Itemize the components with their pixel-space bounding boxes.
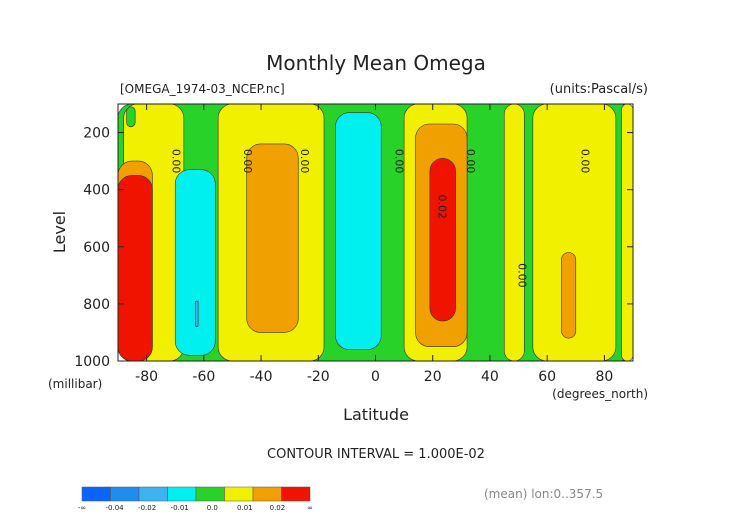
- contour-label: 0.00: [516, 263, 529, 288]
- y-tick-label: 600: [83, 240, 110, 256]
- contour-region-orange: [246, 143, 299, 333]
- colorbar-tick-label: -0.04: [106, 504, 125, 512]
- x-axis-label: Latitude: [343, 405, 409, 424]
- x-tick-label: 40: [481, 369, 499, 385]
- colorbar-tick-label: -0.02: [138, 504, 156, 512]
- contour-region-cyan: [335, 112, 382, 350]
- colorbar-tick-label: 0.0: [207, 504, 218, 512]
- x-tick-label: -80: [135, 369, 158, 385]
- file-label: [OMEGA_1974-03_NCEP.nc]: [120, 82, 285, 96]
- colorbar-tick-label: 0.02: [270, 504, 286, 512]
- x-tick-label: 80: [595, 369, 613, 385]
- colorbar-swatch: [138, 486, 168, 502]
- x-axis-ticks: -80 -60 -40 -20 0 20 40 60 80: [135, 104, 613, 385]
- contour-label: 0.00: [241, 149, 254, 174]
- contour-interval-note: CONTOUR INTERVAL = 1.000E-02: [267, 447, 485, 462]
- x-tick-label: -20: [307, 369, 330, 385]
- contour-region-yellow: [503, 103, 525, 362]
- units-label: (units:Pascal/s): [550, 82, 648, 97]
- contour-region-green: [126, 106, 136, 128]
- colorbar-tick-label: -∞: [78, 504, 86, 512]
- y-tick-label: 400: [83, 183, 110, 199]
- y-axis-label: Level: [50, 211, 69, 253]
- contour-region-red: [117, 175, 153, 362]
- y-tick-label: 800: [83, 297, 110, 313]
- colorbar-swatch: [252, 486, 282, 502]
- contour-label: 0.00: [298, 149, 311, 174]
- contour-labels: 0.00 0.00 0.00 0.00 0.00 0.02 0.00 0.00: [169, 149, 591, 288]
- contour-region-cyan: [174, 169, 216, 356]
- colorbar-tick-label: -0.01: [171, 504, 189, 512]
- x-tick-label: -60: [192, 369, 215, 385]
- y-axis-units: (millibar): [48, 377, 102, 391]
- y-tick-label: 1000: [74, 354, 110, 370]
- contour-region-orange: [561, 252, 577, 339]
- x-tick-label: 20: [424, 369, 442, 385]
- chart-title: Monthly Mean Omega: [266, 51, 486, 75]
- colorbar-swatch: [281, 486, 311, 502]
- contour-label: 0.00: [464, 149, 477, 174]
- colorbar-swatch: [110, 486, 140, 502]
- y-tick-label: 200: [83, 126, 110, 142]
- colorbar-swatch: [224, 486, 254, 502]
- colorbar-tick-label: ∞: [307, 504, 313, 512]
- colorbar: -∞ -0.04 -0.02 -0.01 0.0 0.01 0.02 ∞: [78, 486, 313, 512]
- x-axis-units: (degrees_north): [552, 387, 648, 401]
- contour-label: 0.02: [435, 195, 448, 220]
- contour-region-blue: [194, 300, 199, 328]
- contour-region-red: [429, 157, 456, 322]
- colorbar-swatch: [167, 486, 197, 502]
- contour-label: 0.00: [393, 149, 406, 174]
- contour-label: 0.00: [579, 149, 592, 174]
- contour-region-yellow: [621, 103, 634, 362]
- y-axis-ticks: 200 400 600 800 1000: [74, 126, 633, 370]
- contour-fill-regions: [117, 103, 634, 362]
- colorbar-tick-label: 0.01: [237, 504, 253, 512]
- mean-note: (mean) lon:0..357.5: [484, 487, 603, 501]
- contour-label: 0.00: [169, 149, 182, 174]
- x-tick-label: 0: [371, 369, 380, 385]
- colorbar-swatch: [81, 486, 111, 502]
- colorbar-swatch: [195, 486, 225, 502]
- x-tick-label: 60: [538, 369, 556, 385]
- x-tick-label: -40: [250, 369, 273, 385]
